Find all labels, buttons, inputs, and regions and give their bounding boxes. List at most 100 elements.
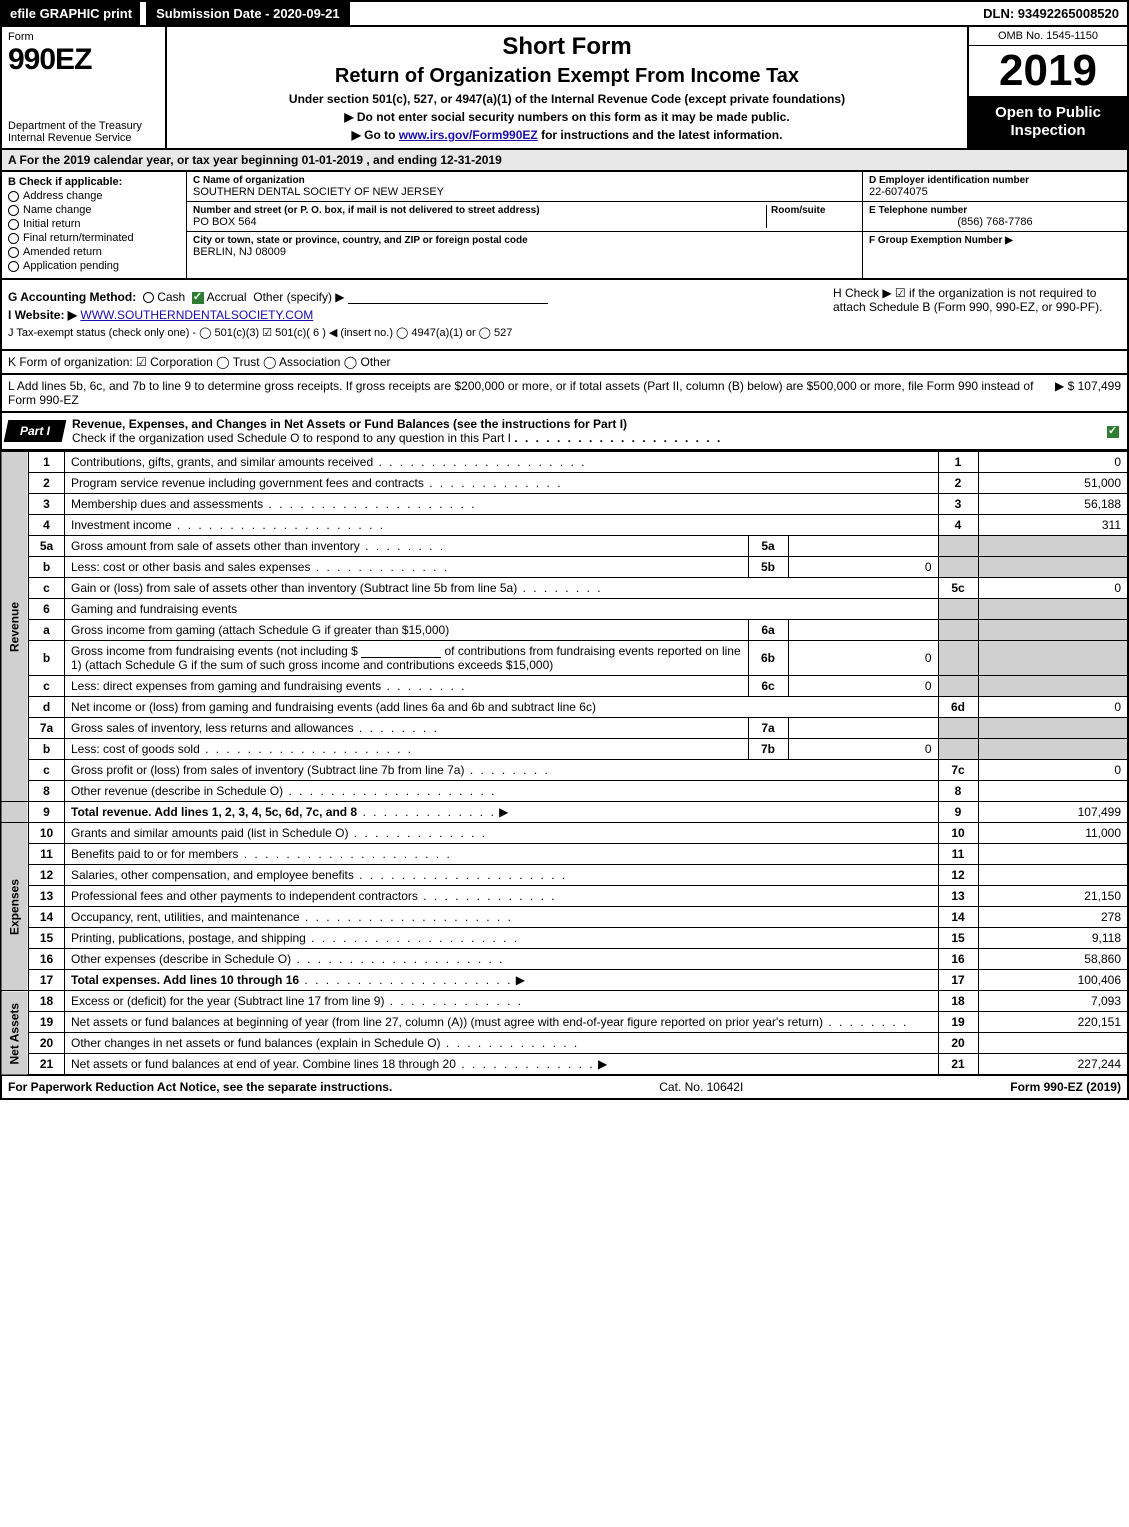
header-right: OMB No. 1545-1150 2019 Open to Public In… [967,27,1127,148]
label-address-change: Address change [23,190,103,202]
line-6d-num: d [29,697,65,718]
part-1-title: Revenue, Expenses, and Changes in Net As… [72,413,1107,449]
entity-block: B Check if applicable: Address change Na… [0,172,1129,280]
row-i-website: I Website: ▶ WWW.SOUTHERNDENTALSOCIETY.C… [8,308,821,322]
line-16-num: 16 [29,949,65,970]
irs-link[interactable]: www.irs.gov/Form990EZ [399,128,538,142]
omb-number: OMB No. 1545-1150 [969,27,1127,46]
open-public-inspection: Open to Public Inspection [969,96,1127,148]
org-city: BERLIN, NJ 08009 [193,246,856,258]
phone-value: (856) 768-7786 [869,216,1121,228]
checkbox-name-change[interactable] [8,205,19,216]
line-6b-subval: 0 [788,641,938,676]
line-10-num: 10 [29,823,65,844]
label-other-specify: Other (specify) ▶ [253,290,344,304]
line-2-amt: 51,000 [978,473,1128,494]
l-arrow: ▶ [1055,379,1064,393]
form-number: 990EZ [8,43,159,77]
line-9-ref: 9 [938,802,978,823]
addr-label: Number and street (or P. O. box, if mail… [193,205,766,216]
tax-year: 2019 [969,46,1127,96]
line-19-ref: 19 [938,1012,978,1033]
efile-print-button[interactable]: efile GRAPHIC print [2,2,140,25]
line-20-num: 20 [29,1033,65,1054]
dept-line-1: Department of the Treasury [8,120,159,132]
line-6-shade [938,599,978,620]
col-b-header: B Check if applicable: [8,176,180,188]
line-3-desc: Membership dues and assessments [71,497,263,511]
line-6a-subval [788,620,938,641]
ssn-notice: ▶ Do not enter social security numbers o… [177,110,957,124]
group-exemption-label: F Group Exemption Number ▶ [869,235,1121,246]
line-3-num: 3 [29,494,65,515]
checkbox-accrual[interactable] [192,292,204,304]
footer-cat-no: Cat. No. 10642I [659,1080,743,1094]
line-7a-amt-shade [978,718,1128,739]
checkbox-address-change[interactable] [8,191,19,202]
line-18-num: 18 [29,991,65,1012]
checkbox-application-pending[interactable] [8,261,19,272]
line-9-arrow: ▶ [499,805,508,819]
part-1-tag: Part I [4,420,67,442]
website-link[interactable]: WWW.SOUTHERNDENTALSOCIETY.COM [80,308,313,322]
l-text: L Add lines 5b, 6c, and 7b to line 9 to … [8,379,1055,407]
footer-form-ref: Form 990-EZ (2019) [1010,1080,1121,1094]
line-18-desc: Excess or (deficit) for the year (Subtra… [71,994,384,1008]
form-header: Form 990EZ Department of the Treasury In… [0,27,1129,150]
checkbox-initial-return[interactable] [8,219,19,230]
checkbox-final-return[interactable] [8,233,19,244]
line-6a-num: a [29,620,65,641]
line-7b-desc: Less: cost of goods sold [71,742,200,756]
line-9-desc: Total revenue. Add lines 1, 2, 3, 4, 5c,… [71,805,357,819]
h-text: H Check ▶ ☑ if the organization is not r… [833,286,1102,314]
line-8-ref: 8 [938,781,978,802]
line-2-desc: Program service revenue including govern… [71,476,424,490]
page-footer: For Paperwork Reduction Act Notice, see … [0,1076,1129,1100]
line-6-num: 6 [29,599,65,620]
ein-label: D Employer identification number [869,175,1121,186]
part-1-table: Revenue 1 Contributions, gifts, grants, … [0,451,1129,1076]
line-12-num: 12 [29,865,65,886]
line-5c-num: c [29,578,65,599]
line-7c-desc: Gross profit or (loss) from sales of inv… [71,763,464,777]
line-5a-subval [788,536,938,557]
part-1-subtitle: Check if the organization used Schedule … [72,431,511,445]
line-10-ref: 10 [938,823,978,844]
part-1-schedule-o-checkbox[interactable] [1107,426,1119,438]
line-20-ref: 20 [938,1033,978,1054]
line-5a-shade [938,536,978,557]
line-4-desc: Investment income [71,518,172,532]
line-15-desc: Printing, publications, postage, and shi… [71,931,306,945]
line-12-amt [978,865,1128,886]
g-label: G Accounting Method: [8,290,136,304]
line-17-arrow: ▶ [516,973,525,987]
row-l-gross-receipts: L Add lines 5b, 6c, and 7b to line 9 to … [0,375,1129,413]
line-7a-desc: Gross sales of inventory, less returns a… [71,721,354,735]
submission-date: Submission Date - 2020-09-21 [146,2,350,25]
line-7b-subval: 0 [788,739,938,760]
topbar-left: efile GRAPHIC print Submission Date - 20… [2,2,350,25]
checkbox-amended-return[interactable] [8,247,19,258]
label-accrual: Accrual [207,290,247,304]
line-1-desc: Contributions, gifts, grants, and simila… [71,455,373,469]
line-20-amt [978,1033,1128,1054]
line-21-num: 21 [29,1054,65,1076]
line-5a-num: 5a [29,536,65,557]
line-15-ref: 15 [938,928,978,949]
label-name-change: Name change [23,204,92,216]
line-6c-subval: 0 [788,676,938,697]
line-19-amt: 220,151 [978,1012,1128,1033]
org-name-label: C Name of organization [193,175,856,186]
line-6c-amt-shade [978,676,1128,697]
line-6d-ref: 6d [938,697,978,718]
label-initial-return: Initial return [23,218,80,230]
line-5b-subval: 0 [788,557,938,578]
row-h-schedule-b: H Check ▶ ☑ if the organization is not r… [827,280,1127,349]
line-4-amt: 311 [978,515,1128,536]
line-5b-shade [938,557,978,578]
line-14-ref: 14 [938,907,978,928]
line-6a-sub: 6a [748,620,788,641]
line-8-num: 8 [29,781,65,802]
footer-left: For Paperwork Reduction Act Notice, see … [8,1080,392,1094]
checkbox-cash[interactable] [143,292,154,303]
